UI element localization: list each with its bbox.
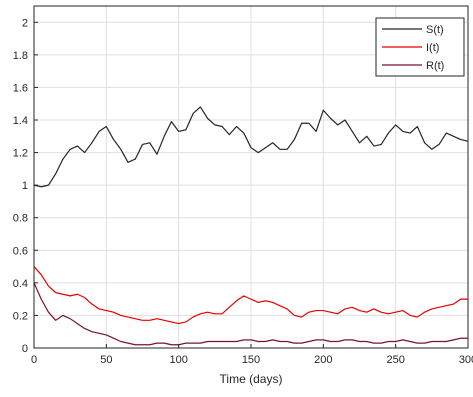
y-tick-label: 0.4	[13, 278, 28, 290]
y-tick-label: 2	[22, 17, 28, 29]
series-line-it	[33, 266, 468, 325]
legend: S(t) I(t) R(t)	[375, 17, 465, 77]
x-tick-label: 100	[169, 354, 187, 366]
x-tick-label: 150	[242, 354, 260, 366]
y-tick-label: 0	[22, 343, 28, 355]
series-line-rt	[33, 282, 468, 346]
y-tick-label: 1.4	[13, 115, 28, 127]
y-tick-label: 1	[22, 180, 28, 192]
x-tick-label: 50	[100, 354, 112, 366]
x-axis-title: Time (days)	[220, 372, 283, 386]
series-line-st	[33, 106, 469, 188]
y-tick-label: 0.8	[13, 213, 28, 225]
y-tick-label: 1.8	[13, 50, 28, 62]
y-tick-label: 1.2	[13, 148, 28, 160]
x-tick-label: 250	[386, 354, 404, 366]
legend-label: R(t)	[426, 60, 444, 72]
x-tick-label: 0	[31, 354, 37, 366]
axis-ticks: 0 50 100 150 200 250 300 0 0.2 0.4 0.6 0.8 1 1.2 1.4 1.…	[13, 17, 473, 366]
y-tick-label: 0.6	[13, 245, 28, 257]
y-tick-label: 1.6	[13, 82, 28, 94]
series-lines	[33, 106, 469, 346]
x-tick-label: 300	[459, 354, 473, 366]
y-tick-label: 0.2	[13, 310, 28, 322]
legend-label: S(t)	[426, 24, 444, 36]
legend-label: I(t)	[426, 42, 439, 54]
x-tick-label: 200	[314, 354, 332, 366]
